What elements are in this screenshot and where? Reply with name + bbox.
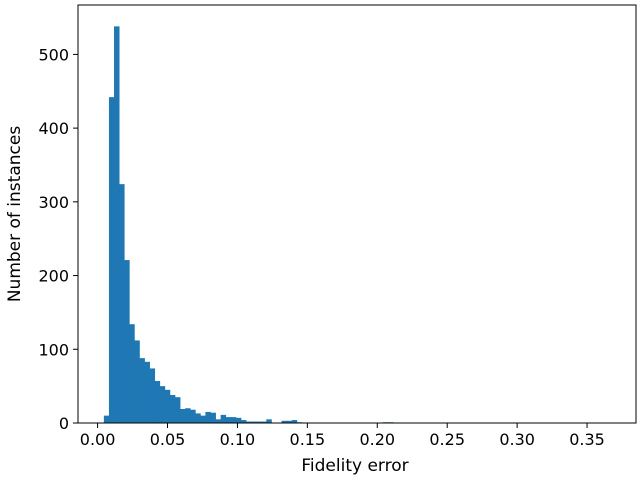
y-tick-label: 500 [38, 45, 69, 64]
histogram-bar [174, 397, 181, 423]
histogram-bar [185, 408, 191, 423]
histogram-bar [261, 421, 267, 423]
plot-frame [77, 4, 637, 424]
x-tick-label: 0.30 [499, 430, 535, 449]
x-tick-label: 0.20 [359, 430, 395, 449]
histogram-bar [230, 417, 237, 423]
histogram-bar [235, 417, 242, 423]
histogram-bar [266, 419, 272, 423]
histogram-bar [169, 394, 176, 423]
x-tick-label: 0.10 [220, 430, 256, 449]
histogram-bar [205, 411, 211, 423]
histogram-bars [103, 26, 394, 424]
histogram-bar [108, 97, 115, 423]
histogram-bar [256, 421, 262, 423]
x-tick-label: 0.05 [150, 430, 186, 449]
histogram-bar [246, 421, 252, 423]
histogram-bar [139, 358, 145, 423]
histogram-bar [149, 368, 156, 423]
histogram-bar [291, 420, 298, 423]
histogram-bar [190, 409, 196, 423]
x-tick-label: 0.35 [569, 430, 605, 449]
histogram-bar [210, 412, 216, 423]
histogram-bar [159, 386, 166, 423]
histogram-bar [114, 26, 120, 424]
histogram-bar [286, 420, 293, 423]
histogram-bar [134, 340, 140, 423]
histogram-bar [119, 184, 125, 423]
x-axis: 0.00 0.05 0.10 0.15 0.20 0.25 0.30 0.35 [80, 423, 605, 449]
histogram-bar [281, 420, 288, 423]
y-axis-label: Number of instances [5, 126, 25, 303]
histogram-bar [215, 419, 222, 423]
histogram-bar [240, 420, 247, 423]
histogram-bar [144, 361, 150, 423]
y-tick-label: 0 [59, 414, 69, 433]
histogram-bar [251, 421, 257, 423]
histogram-bar [129, 324, 135, 423]
histogram-bar [103, 415, 110, 423]
y-tick-label: 100 [38, 340, 69, 359]
y-tick-label: 200 [38, 267, 69, 286]
histogram-bar [180, 408, 186, 423]
histogram-bar [220, 414, 227, 423]
y-tick-label: 400 [38, 119, 69, 138]
x-tick-label: 0.15 [290, 430, 326, 449]
histogram-bar [225, 417, 232, 423]
histogram-bar [154, 380, 161, 423]
histogram-bar [164, 389, 171, 423]
y-axis: 0 100 200 300 400 500 [38, 45, 78, 433]
y-tick-label: 300 [38, 193, 69, 212]
histogram-bar [200, 415, 206, 423]
histogram-bar [195, 413, 201, 423]
x-tick-label: 0.25 [429, 430, 465, 449]
histogram-bar [124, 260, 130, 423]
x-axis-label: Fidelity error [301, 456, 408, 476]
x-tick-label: 0.00 [80, 430, 116, 449]
